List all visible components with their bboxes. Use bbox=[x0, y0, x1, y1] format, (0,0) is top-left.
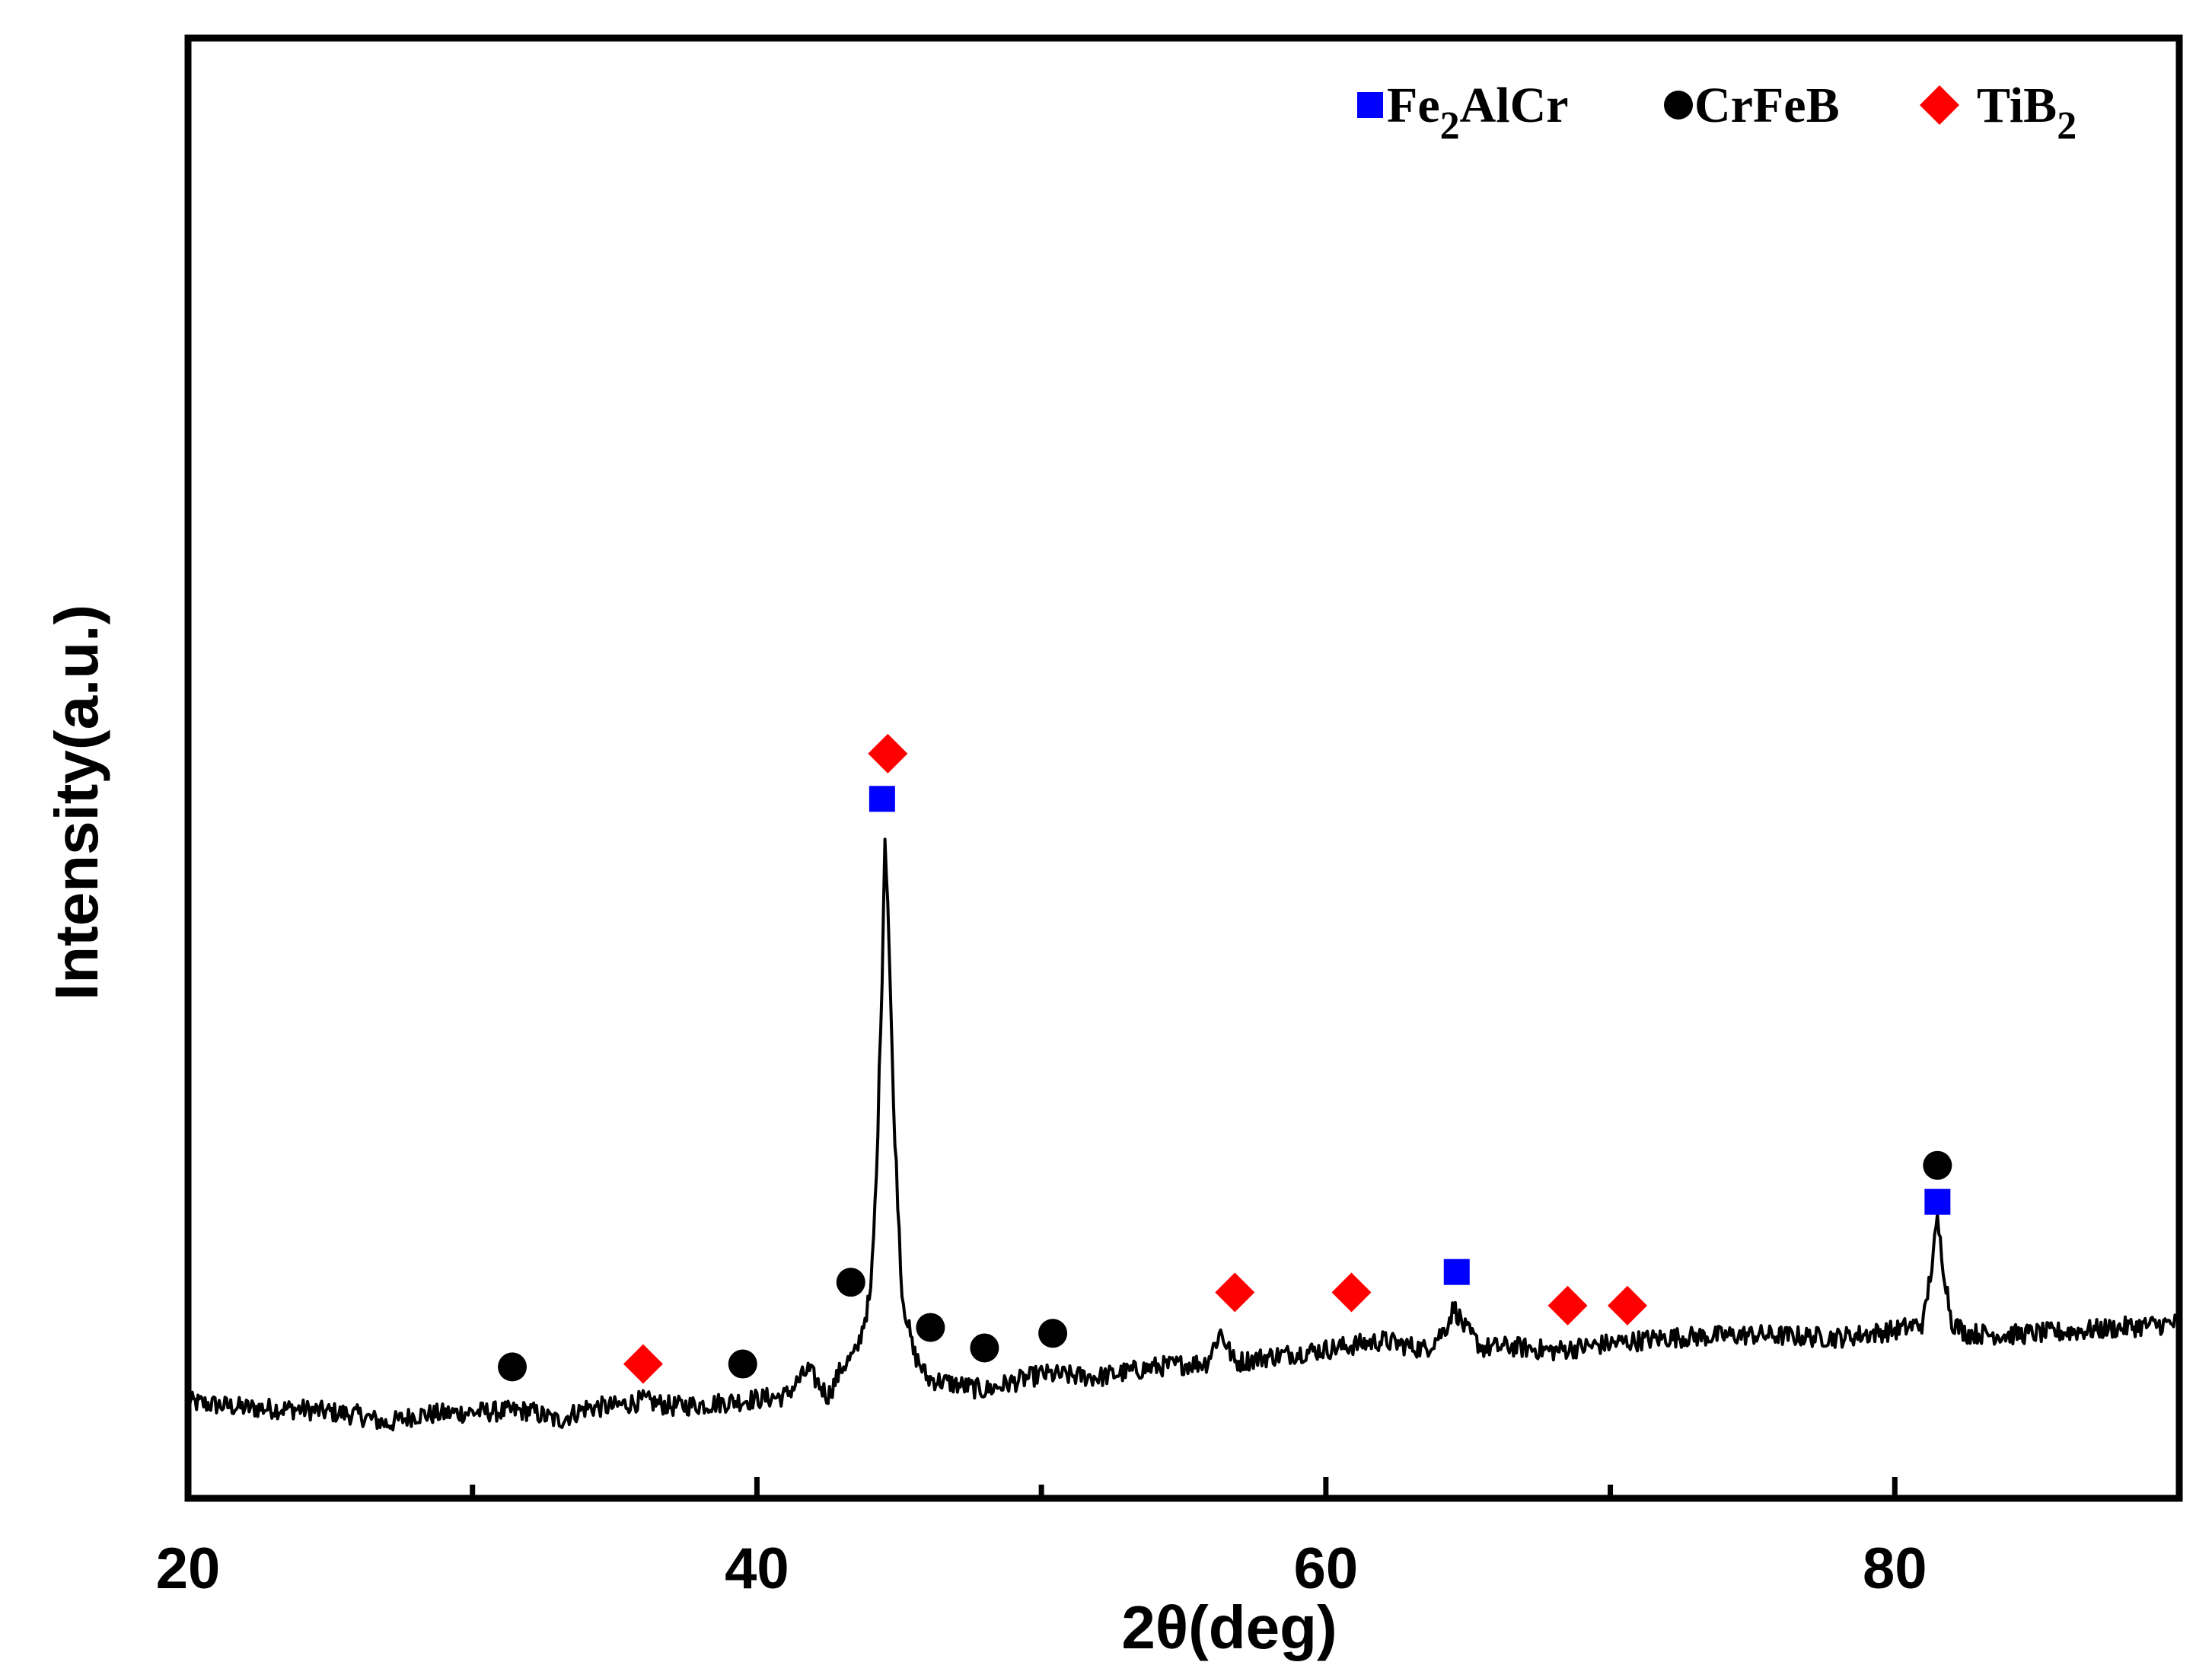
x-axis-title: 2θ(deg) bbox=[1121, 1593, 1337, 1661]
marker-tib2 bbox=[1331, 1272, 1372, 1313]
marker-tib2 bbox=[868, 733, 908, 774]
marker-crfeb bbox=[836, 1268, 865, 1297]
marker-tib2 bbox=[623, 1344, 663, 1384]
marker-fe2alcr bbox=[1924, 1188, 1951, 1215]
x-tick-labels: 20 40 60 80 bbox=[156, 1536, 1927, 1601]
x-tick-label: 20 bbox=[156, 1536, 221, 1601]
legend: Fe2AlCr CrFeB TiB2 bbox=[1357, 78, 2077, 148]
marker-crfeb bbox=[728, 1349, 757, 1379]
legend-marker-crfeb bbox=[1664, 91, 1693, 120]
marker-tib2 bbox=[1215, 1272, 1255, 1313]
y-axis-title: Intensity(a.u.) bbox=[43, 605, 110, 1000]
marker-tib2 bbox=[1547, 1285, 1588, 1325]
marker-tib2 bbox=[1607, 1285, 1647, 1325]
plot-frame bbox=[184, 34, 2183, 1502]
marker-crfeb bbox=[916, 1313, 945, 1342]
x-tick-label: 60 bbox=[1294, 1536, 1359, 1601]
marker-crfeb bbox=[1038, 1319, 1068, 1348]
marker-fe2alcr bbox=[869, 786, 895, 812]
legend-marker-fe2alcr bbox=[1357, 92, 1383, 118]
legend-label-tib2: TiB2 bbox=[1977, 78, 2077, 148]
legend-label-fe2alcr: Fe2AlCr bbox=[1387, 78, 1569, 148]
legend-marker-tib2 bbox=[1920, 85, 1959, 125]
peak-markers bbox=[498, 733, 1952, 1384]
x-tick-label: 40 bbox=[725, 1536, 789, 1601]
marker-crfeb bbox=[1923, 1150, 1952, 1180]
marker-crfeb bbox=[498, 1352, 528, 1382]
legend-label-crfeb: CrFeB bbox=[1694, 78, 1840, 133]
x-tick-label: 80 bbox=[1863, 1536, 1927, 1601]
marker-fe2alcr bbox=[1443, 1258, 1470, 1285]
marker-crfeb bbox=[970, 1333, 999, 1363]
series-line-xrd-pattern bbox=[186, 837, 2180, 1432]
